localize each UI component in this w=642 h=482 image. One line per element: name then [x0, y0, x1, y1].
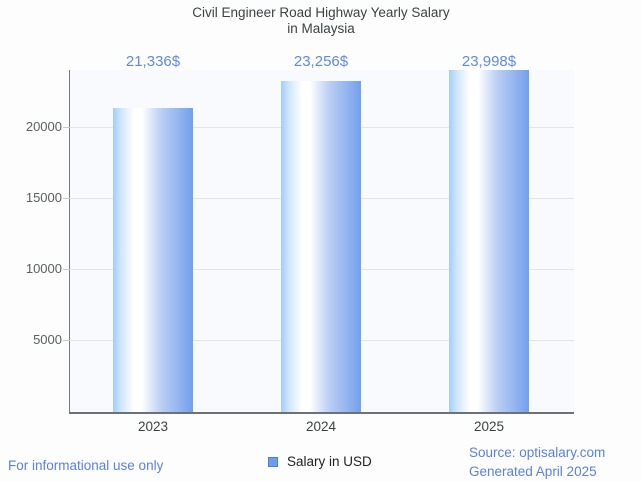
bar-2023: [113, 108, 193, 412]
xlabel-2025: 2025: [473, 419, 505, 434]
value-label-2025: 23,998$: [461, 53, 517, 70]
ylabel-10000: 10000: [25, 261, 62, 276]
bar-2024: [281, 81, 361, 412]
ylabel-15000: 15000: [25, 190, 62, 205]
ytick-5000: [63, 340, 70, 341]
chart-title-line1: Civil Engineer Road Highway Yearly Salar…: [192, 5, 450, 20]
ytick-20000: [63, 127, 70, 128]
ylabel-20000: 20000: [25, 119, 62, 134]
legend: Salary in USD: [268, 454, 372, 469]
ylabel-5000: 5000: [33, 332, 62, 347]
legend-swatch-icon: [268, 456, 278, 467]
footer-disclaimer: For informational use only: [8, 458, 164, 473]
legend-label: Salary in USD: [287, 454, 372, 469]
value-label-2024: 23,256$: [293, 53, 349, 70]
bar-2025: [449, 70, 529, 412]
xlabel-2023: 2023: [137, 419, 169, 434]
footer-generated: Generated April 2025: [469, 464, 597, 479]
ytick-15000: [63, 198, 70, 199]
footer-source: Source: optisalary.com: [469, 445, 606, 460]
value-label-2023: 21,336$: [125, 53, 181, 70]
chart-title: Civil Engineer Road Highway Yearly Salar…: [0, 5, 642, 37]
footer-source-block: Source: optisalary.com Generated April 2…: [469, 443, 605, 481]
chart-title-line2: in Malaysia: [287, 21, 355, 36]
xlabel-2024: 2024: [305, 419, 337, 434]
ytick-10000: [63, 269, 70, 270]
